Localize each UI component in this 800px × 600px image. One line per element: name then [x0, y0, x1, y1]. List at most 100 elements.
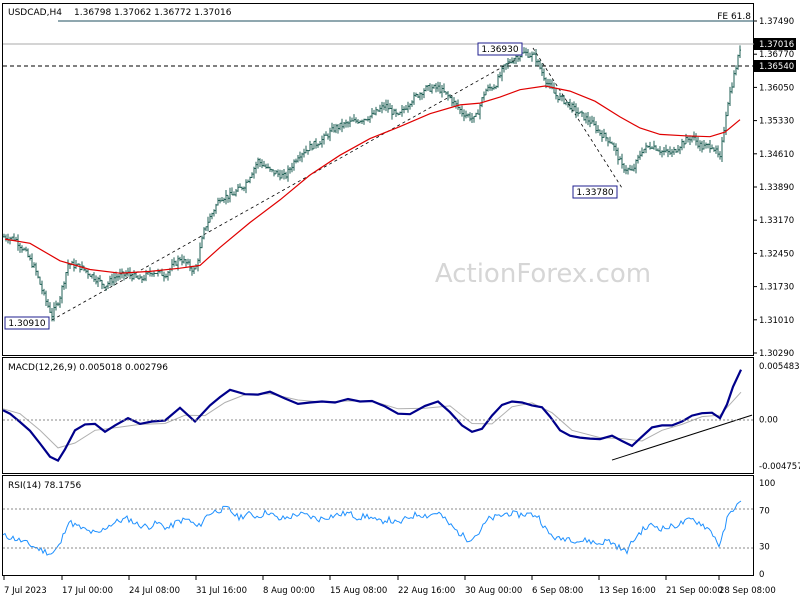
price-bar: [539, 60, 541, 70]
price-bar: [27, 248, 29, 258]
high-annotation-text: 1.36930: [481, 45, 518, 55]
price-bar: [251, 172, 253, 179]
price-bar: [613, 142, 615, 151]
rsi-tick-label: 100: [759, 479, 775, 489]
price-bar: [641, 147, 643, 157]
price-bar: [471, 112, 473, 124]
price-bar: [357, 119, 359, 124]
price-bar: [223, 197, 225, 203]
price-bar: [461, 105, 463, 117]
price-bar: [257, 157, 259, 169]
price-bar: [185, 258, 187, 267]
price-bar: [277, 169, 279, 178]
price-bar: [259, 158, 261, 167]
price-bar: [617, 147, 619, 165]
price-bar: [321, 135, 323, 148]
price-bar: [491, 86, 493, 91]
price-bar: [389, 103, 391, 110]
price-bar: [163, 271, 165, 282]
price-bar: [367, 116, 369, 122]
price-tick-label: 1.36770: [759, 50, 794, 60]
time-tick-label: 30 Aug 00:00: [465, 586, 522, 596]
price-bar: [587, 111, 589, 126]
price-bar: [731, 82, 733, 94]
price-bar: [55, 300, 57, 311]
price-bar: [453, 97, 455, 107]
price-bar: [281, 170, 283, 179]
rsi-line: [2, 500, 742, 556]
price-bar: [201, 235, 203, 249]
current-price-tag-text: 1.37016: [759, 40, 794, 50]
price-bar: [437, 81, 439, 92]
rsi-title: RSI(14) 78.1756: [8, 481, 81, 491]
price-bar: [255, 161, 257, 174]
price-bar: [663, 147, 665, 156]
price-bar: [605, 132, 607, 142]
price-bar: [577, 107, 579, 117]
price-bar: [273, 169, 275, 177]
price-bar: [117, 273, 119, 281]
price-bar: [513, 57, 515, 65]
price-bar: [675, 148, 677, 153]
price-bar: [511, 57, 513, 64]
price-bar: [583, 112, 585, 121]
price-bar: [287, 165, 289, 182]
price-bar: [355, 117, 357, 124]
price-bar: [333, 123, 335, 133]
price-bar: [21, 245, 23, 253]
moving-average-line: [4, 85, 741, 274]
price-bar: [683, 140, 685, 149]
time-tick-label: 7 Jul 2023: [4, 586, 47, 596]
price-bar: [723, 126, 725, 143]
price-bar: [621, 153, 623, 169]
price-bar: [69, 263, 71, 270]
price-bar: [479, 103, 481, 120]
price-tick-label: 1.34610: [759, 150, 794, 160]
price-bar: [473, 115, 475, 123]
price-bar: [105, 285, 107, 291]
price-bar: [565, 101, 567, 106]
price-bar: [499, 71, 501, 79]
price-bar: [469, 112, 471, 122]
price-bar: [709, 139, 711, 153]
price-bar: [519, 55, 521, 62]
price-bar: [647, 145, 649, 149]
price-bar: [563, 95, 565, 105]
price-bar: [571, 102, 573, 113]
price-bar: [179, 256, 181, 262]
price-bar: [477, 109, 479, 115]
price-bar: [155, 272, 157, 274]
price-bar: [409, 103, 411, 110]
price-bar: [225, 190, 227, 205]
price-bar: [581, 110, 583, 118]
price-bar: [507, 57, 509, 69]
price-bar: [681, 138, 683, 151]
price-bar: [111, 273, 113, 286]
price-bar: [665, 144, 667, 153]
rsi-panel: [2, 475, 754, 576]
price-tick-label: 1.33170: [759, 216, 794, 226]
price-bar: [81, 261, 83, 271]
price-bar: [285, 171, 287, 180]
price-bar: [735, 65, 737, 76]
price-bar: [601, 130, 603, 142]
price-bar: [33, 262, 35, 268]
price-bar: [299, 151, 301, 162]
price-bar: [695, 133, 697, 146]
price-bar: [141, 276, 143, 284]
price-bar: [243, 186, 245, 192]
price-bar: [721, 137, 723, 162]
price-bar: [103, 283, 105, 289]
price-bar: [377, 109, 379, 112]
price-bar: [661, 150, 663, 158]
price-bar: [381, 101, 383, 114]
price-bar: [643, 148, 645, 154]
price-bar: [307, 149, 309, 155]
price-bar: [209, 213, 211, 223]
price-bar: [23, 247, 25, 251]
price-bar: [263, 160, 265, 167]
price-bar: [691, 136, 693, 143]
price-bar: [83, 265, 85, 272]
price-bar: [47, 298, 49, 308]
